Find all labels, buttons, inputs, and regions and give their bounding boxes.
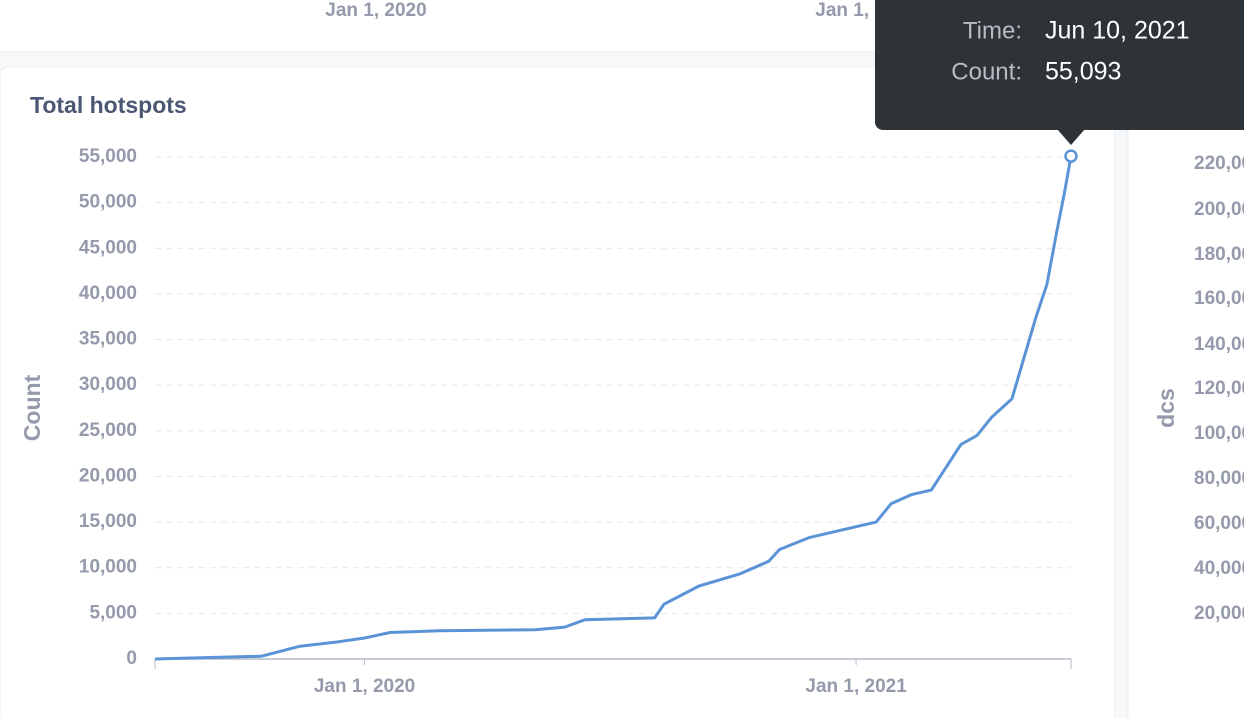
right-y-tick-label: 140,000 [1194, 334, 1244, 355]
y-tick-label: 55,000 [79, 146, 137, 167]
hover-point [1064, 149, 1078, 163]
y-tick-label: 0 [126, 648, 137, 669]
plot: 0 5,000 10,000 15,000 20,000 25,000 30,000 35,0… [79, 146, 1078, 697]
tooltip-arrow [1057, 129, 1085, 145]
tooltip-value: 55,093 [1045, 58, 1121, 86]
right-y-tick-label: 120,000 [1194, 378, 1244, 399]
right-y-tick-label: 220,000 [1194, 153, 1244, 174]
tooltip-value: Jun 10, 2021 [1045, 17, 1190, 45]
y-tick-label: 35,000 [79, 329, 137, 350]
series-line [154, 155, 1073, 661]
tooltip-key: Count: [951, 58, 1022, 85]
main-card [0, 66, 1116, 718]
right-y-tick-label: 100,000 [1194, 423, 1244, 444]
right-y-tick-label: 20,000 [1194, 603, 1244, 624]
y-tick-label: 5,000 [89, 602, 137, 623]
y-axis-label: Count [19, 374, 45, 441]
x-tick-label: Jan 1, 2021 [805, 676, 907, 697]
y-tick-label: 45,000 [79, 237, 137, 258]
tooltip-key: Time: [963, 17, 1022, 44]
y-tick-label: 15,000 [79, 511, 137, 532]
right-ticks: 220,000 200,000 180,000 160,000 140,000 120,0… [1194, 153, 1244, 624]
y-tick-label: 40,000 [79, 283, 137, 304]
right-y-tick-label: 180,000 [1194, 244, 1244, 265]
y-tick-label: 10,000 [79, 557, 137, 578]
right-y-tick-label: 60,000 [1194, 513, 1244, 534]
right-y-axis-label: dcs [1153, 388, 1179, 428]
right-y-tick-label: 40,000 [1194, 558, 1244, 579]
tooltip: Time: Jun 10, 2021 Count: 55,093 [875, 0, 1244, 145]
y-tick-label: 20,000 [79, 465, 137, 486]
y-tick-label: 25,000 [79, 420, 137, 441]
right-y-tick-label: 80,000 [1194, 468, 1244, 489]
tooltip-box [875, 0, 1244, 130]
chart-title: Total hotspots [30, 92, 187, 118]
y-tick-label: 50,000 [79, 192, 137, 213]
top-x-tick-label: Jan 1, 2020 [325, 0, 426, 21]
right-y-tick-label: 200,000 [1194, 199, 1244, 220]
x-tick-label: Jan 1, 2020 [314, 676, 415, 697]
right-y-tick-label: 160,000 [1194, 288, 1244, 309]
y-tick-label: 30,000 [79, 374, 137, 395]
